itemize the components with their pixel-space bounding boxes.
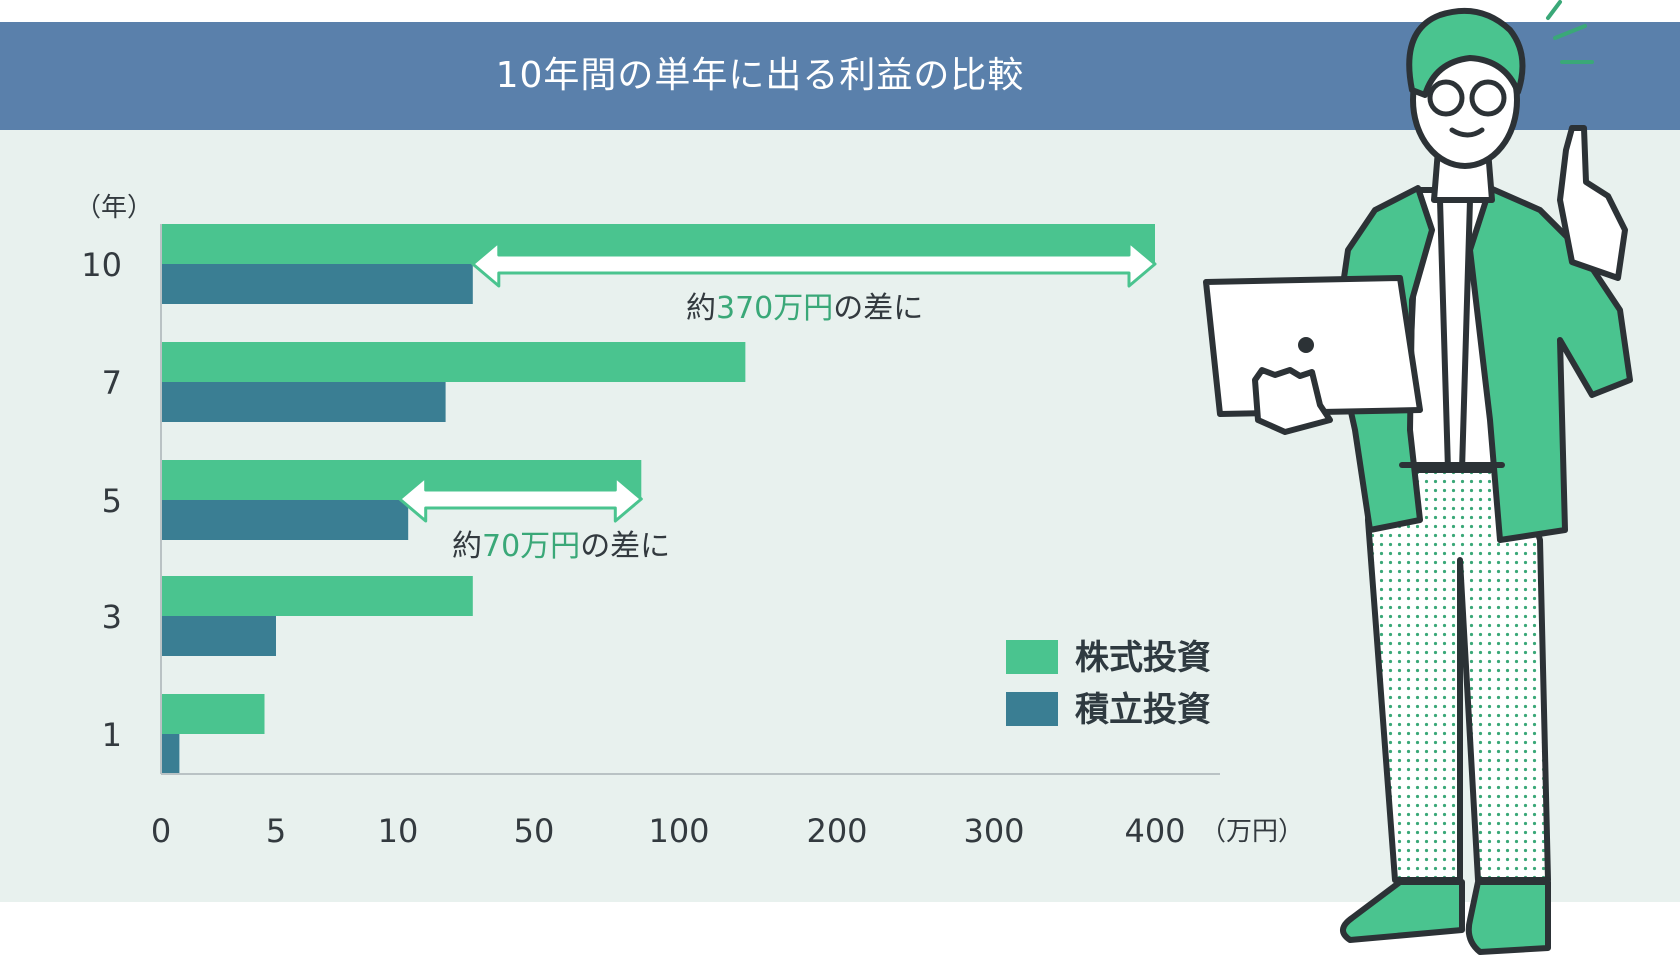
sparkle-line	[1553, 24, 1587, 40]
right-shoe	[1465, 879, 1551, 955]
difference-note: 約70万円の差に	[452, 529, 670, 564]
smile	[1449, 127, 1485, 138]
bar-tsumitate-year-5	[161, 500, 409, 540]
x-tick-label: 5	[266, 812, 286, 850]
sparkle-line	[1546, 0, 1562, 20]
y-tick-label: 5	[102, 482, 122, 520]
difference-arrow	[471, 240, 1157, 288]
y-tick-label: 3	[102, 598, 122, 636]
y-tick-label: 10	[81, 246, 122, 284]
y-unit-label: （年）	[75, 193, 153, 223]
hair	[1406, 7, 1526, 98]
x-tick-label: 200	[806, 812, 867, 850]
legend-swatch-tsumitate	[1006, 692, 1058, 726]
x-tick-label: 300	[963, 812, 1024, 850]
bar-tsumitate-year-3	[161, 616, 276, 656]
bar-stock-year-7	[161, 342, 746, 382]
x-unit-label: （万円）	[1200, 817, 1304, 847]
laptop-logo-icon	[1298, 337, 1314, 353]
x-tick-label: 0	[151, 812, 171, 850]
legend-swatch-stock	[1006, 640, 1058, 674]
bar-stock-year-3	[161, 576, 473, 616]
legend: 株式投資 積立投資	[1006, 638, 1211, 730]
difference-arrow	[398, 475, 643, 523]
glasses-left	[1427, 79, 1465, 117]
legend-label-tsumitate: 積立投資	[1075, 690, 1211, 730]
bar-tsumitate-year-1	[161, 734, 180, 774]
tie	[1437, 197, 1473, 473]
legend-label-stock: 株式投資	[1075, 638, 1211, 678]
y-tick-label: 7	[102, 364, 122, 402]
chart-title: 10年間の単年に出る利益の比較	[495, 55, 1025, 96]
header-bar	[0, 22, 1680, 130]
x-tick-label: 10	[378, 812, 419, 850]
glasses-right	[1469, 79, 1507, 117]
y-tick-label: 1	[102, 716, 122, 754]
holding-hand	[1252, 367, 1333, 435]
bar-tsumitate-year-7	[161, 382, 446, 422]
difference-note: 約370万円の差に	[686, 291, 923, 326]
left-shoe	[1340, 879, 1465, 943]
bar-tsumitate-year-10	[161, 264, 473, 304]
raised-hand	[1557, 125, 1628, 281]
bar-stock-year-1	[161, 694, 265, 734]
x-tick-label: 100	[648, 812, 709, 850]
x-tick-label: 400	[1124, 812, 1185, 850]
x-tick-label: 50	[514, 812, 555, 850]
